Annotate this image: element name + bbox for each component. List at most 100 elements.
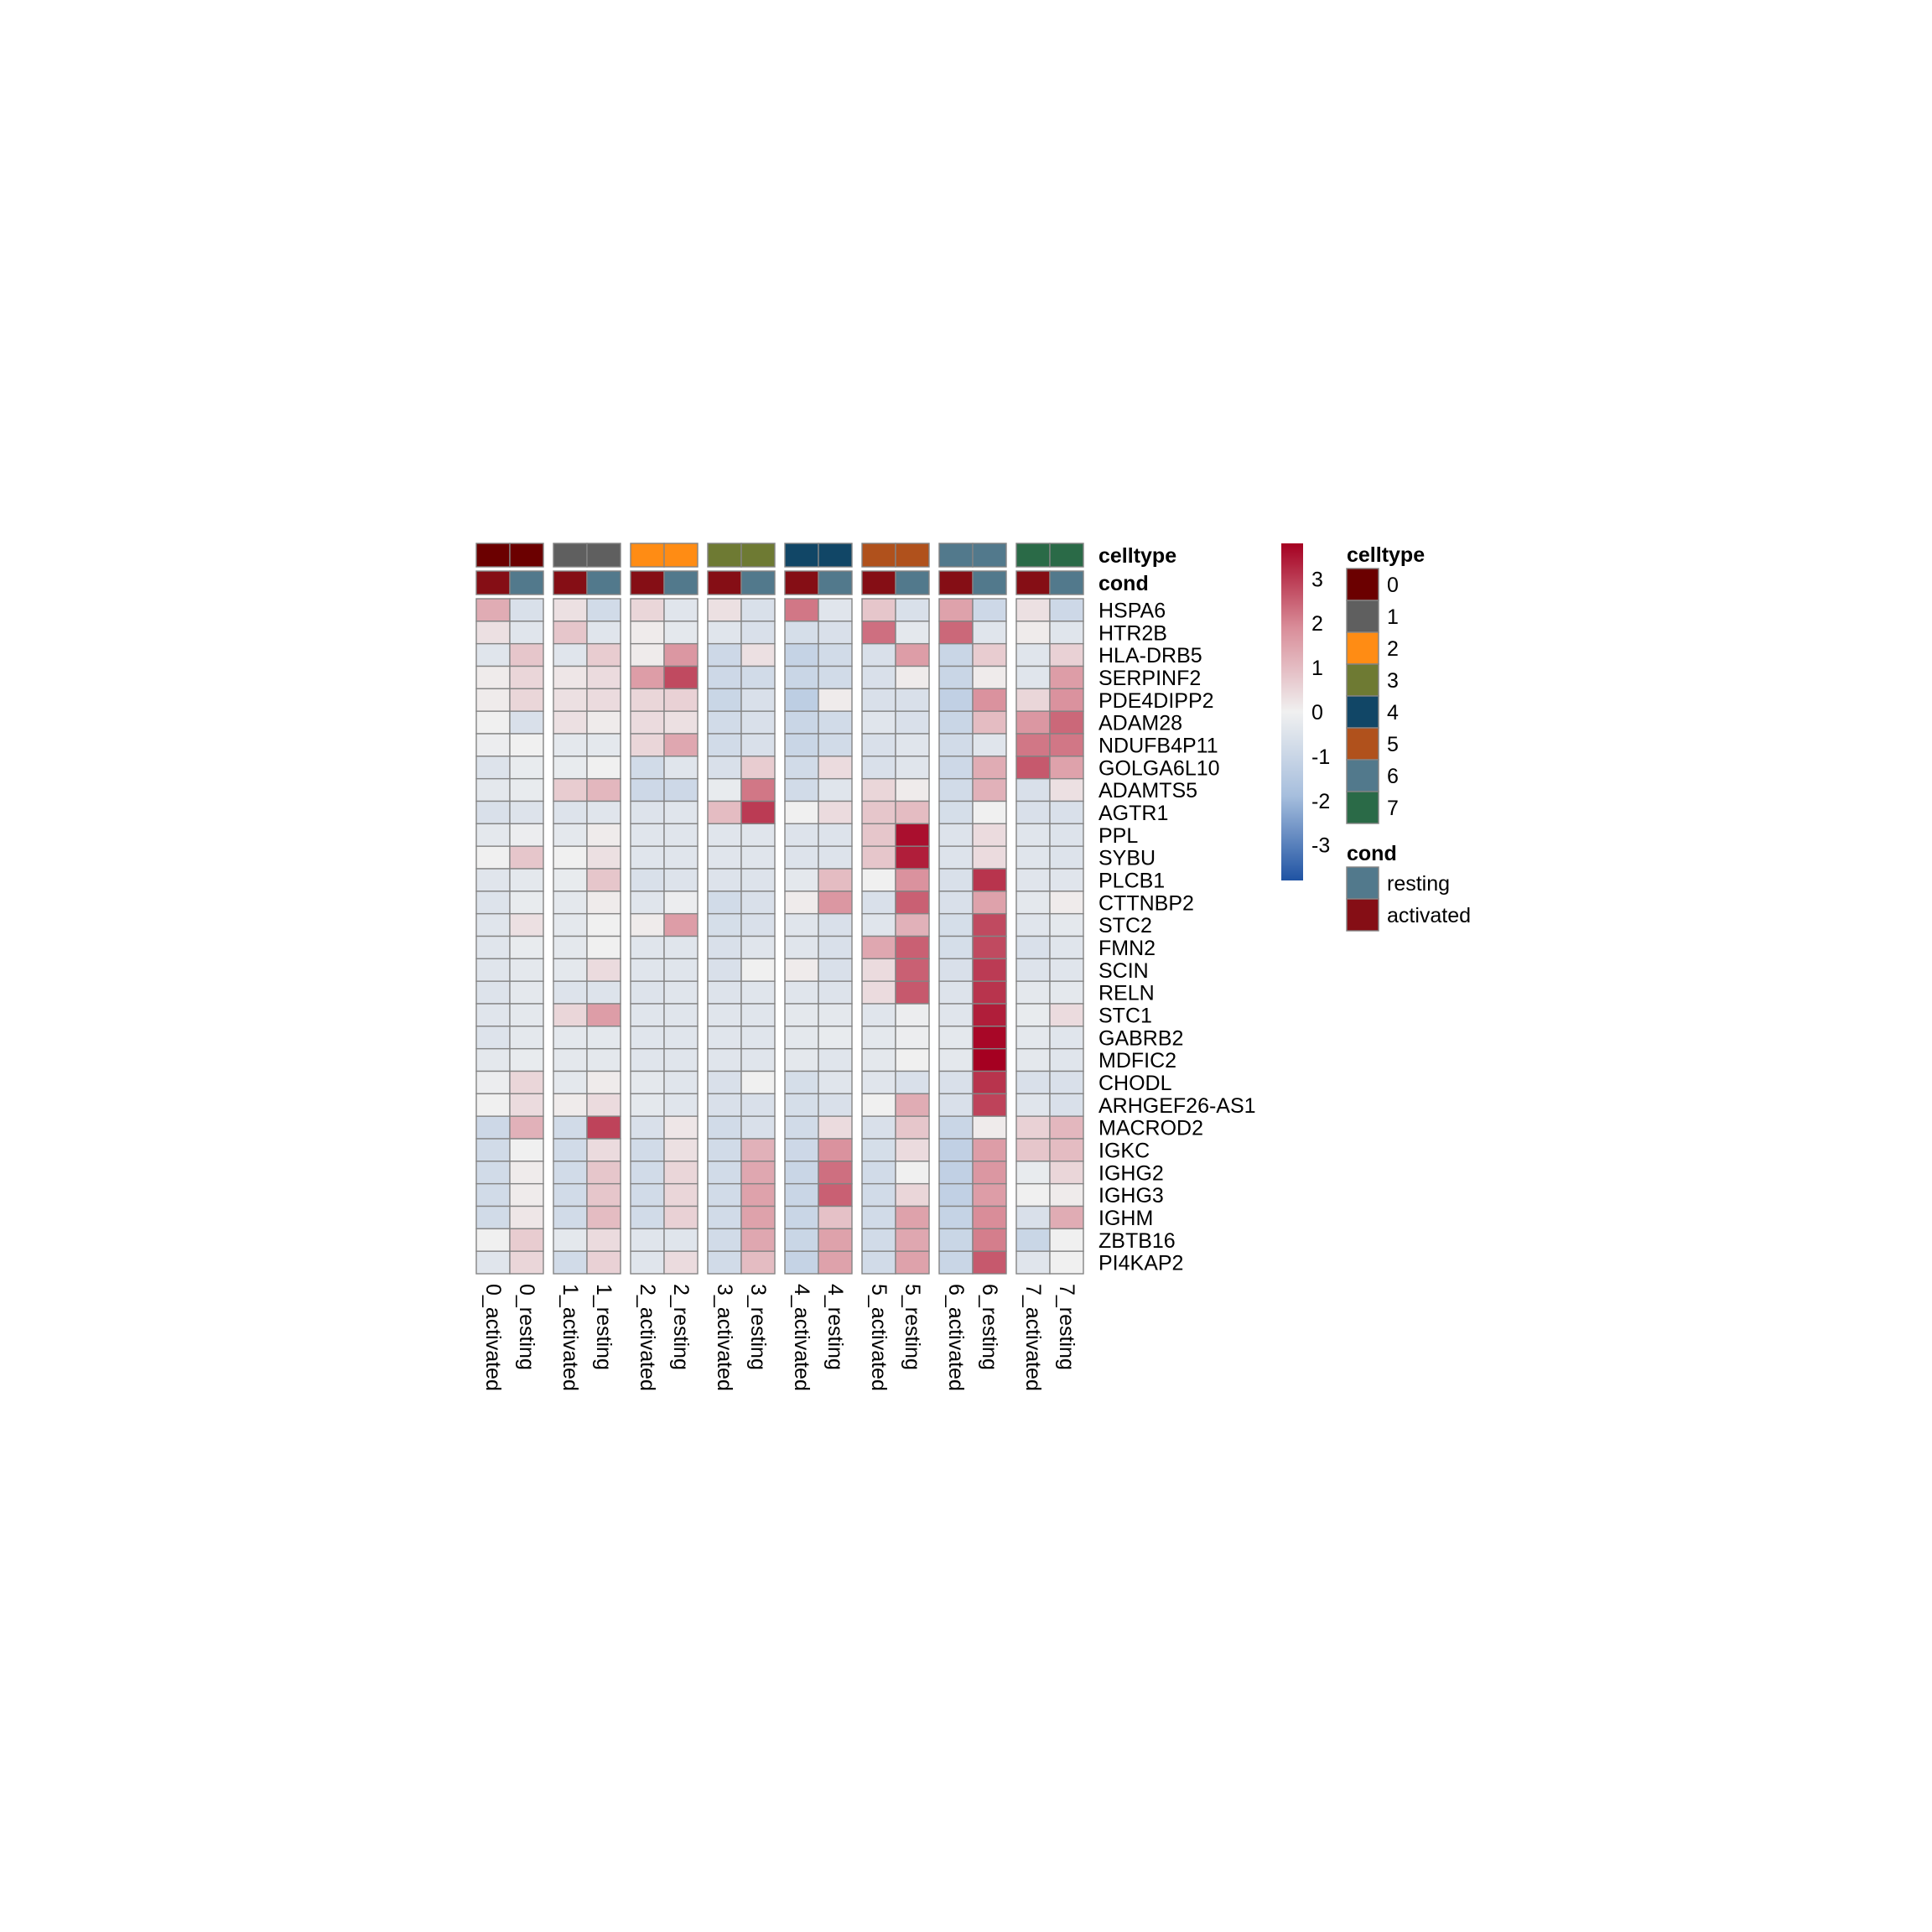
heatmap-cell — [586, 688, 621, 712]
heatmap-cell — [1049, 1205, 1084, 1230]
heatmap-cell — [861, 891, 896, 915]
heatmap-cell — [1049, 1003, 1084, 1027]
heatmap-cell — [972, 1115, 1007, 1140]
heatmap-cell — [1015, 1228, 1051, 1252]
heatmap-cell — [1015, 935, 1051, 960]
heatmap-cell — [509, 1003, 544, 1027]
cond-annotation-cell — [553, 570, 588, 595]
heatmap-cell — [663, 1138, 699, 1162]
heatmap-cell — [938, 1228, 974, 1252]
heatmap-cell — [707, 868, 742, 892]
heatmap-cell — [861, 912, 896, 937]
heatmap-cell — [1015, 868, 1051, 892]
heatmap-cell — [740, 980, 776, 1005]
heatmap-cell — [509, 1093, 544, 1117]
cond-annotation-cell — [475, 570, 511, 595]
celltype-annotation-cell — [972, 543, 1007, 568]
heatmap-cell — [938, 1182, 974, 1208]
heatmap-cell — [663, 642, 699, 667]
heatmap-cell — [553, 1228, 588, 1252]
column-label: 2_activated — [636, 1284, 659, 1391]
heatmap-cell — [861, 1003, 896, 1027]
heatmap-cell — [1015, 1026, 1051, 1050]
heatmap-cell — [1049, 642, 1084, 667]
heatmap-cell — [663, 710, 699, 735]
heatmap-cell — [972, 665, 1007, 690]
heatmap-cell — [663, 958, 699, 982]
heatmap-cell — [784, 868, 819, 892]
heatmap-cell — [475, 935, 511, 960]
heatmap-cell — [1015, 1205, 1051, 1230]
heatmap-cell — [895, 777, 930, 802]
heatmap-cell — [630, 733, 665, 757]
heatmap-cell — [1049, 1182, 1084, 1208]
celltype-legend-label: 3 — [1387, 669, 1399, 693]
heatmap-cell — [475, 1161, 511, 1185]
heatmap-cell — [586, 868, 621, 892]
heatmap-cell — [475, 665, 511, 690]
heatmap-cell — [553, 688, 588, 712]
heatmap-cell — [895, 1182, 930, 1208]
heatmap-cell — [818, 1138, 853, 1162]
heatmap-cell — [740, 800, 776, 825]
heatmap-cell — [707, 642, 742, 667]
celltype-annotation-cell — [895, 543, 930, 568]
column-label: 1_resting — [592, 1284, 615, 1370]
heatmap-cell — [475, 598, 511, 622]
celltype-annotation-cell — [630, 543, 665, 568]
heatmap-cell — [740, 1093, 776, 1117]
heatmap-cell — [475, 912, 511, 937]
heatmap-cell — [509, 1070, 544, 1095]
celltype-annotation-cell — [475, 543, 511, 568]
heatmap-cell — [630, 1093, 665, 1117]
row-label: SYBU — [1098, 847, 1156, 870]
heatmap-cell — [895, 756, 930, 780]
heatmap-cell — [818, 935, 853, 960]
heatmap-cell — [509, 1047, 544, 1072]
heatmap-cell — [707, 733, 742, 757]
heatmap-cell — [740, 912, 776, 937]
heatmap-cell — [509, 756, 544, 780]
column-label: 1_activated — [558, 1284, 582, 1391]
heatmap-cell — [509, 777, 544, 802]
heatmap-cell — [818, 845, 853, 870]
heatmap-cell — [784, 935, 819, 960]
cond-annotation-cell — [707, 570, 742, 595]
heatmap-cell — [630, 1250, 665, 1275]
celltype-legend-swatch — [1346, 791, 1379, 824]
heatmap-cell — [784, 598, 819, 622]
celltype-legend-label: 0 — [1387, 574, 1399, 597]
heatmap-cell — [861, 958, 896, 982]
heatmap-cell — [972, 1182, 1007, 1208]
heatmap-cell — [972, 891, 1007, 915]
heatmap-cell — [895, 642, 930, 667]
celltype-annotation-cell — [861, 543, 896, 568]
heatmap-cell — [586, 598, 621, 622]
cond-annotation-cell — [895, 570, 930, 595]
heatmap-cell — [740, 1047, 776, 1072]
heatmap-cell — [707, 1093, 742, 1117]
heatmap-cell — [707, 1182, 742, 1208]
heatmap-cell — [938, 621, 974, 645]
heatmap-cell — [895, 845, 930, 870]
heatmap-cell — [784, 980, 819, 1005]
cond-annotation-cell — [784, 570, 819, 595]
heatmap-cell — [784, 912, 819, 937]
heatmap-cell — [509, 688, 544, 712]
heatmap-cell — [663, 1026, 699, 1050]
row-label: ADAMTS5 — [1098, 779, 1197, 802]
heatmap-cell — [630, 958, 665, 982]
heatmap-cell — [784, 1182, 819, 1208]
heatmap-cell — [972, 868, 1007, 892]
heatmap-cell — [707, 1115, 742, 1140]
heatmap-cell — [938, 935, 974, 960]
heatmap-cell — [553, 1093, 588, 1117]
heatmap-cell — [509, 1182, 544, 1208]
column-label: 5_resting — [901, 1284, 924, 1370]
heatmap-cell — [663, 891, 699, 915]
row-label: IGKC — [1098, 1139, 1150, 1162]
heatmap-cell — [784, 823, 819, 847]
heatmap-cell — [630, 621, 665, 645]
heatmap-cell — [740, 1026, 776, 1050]
